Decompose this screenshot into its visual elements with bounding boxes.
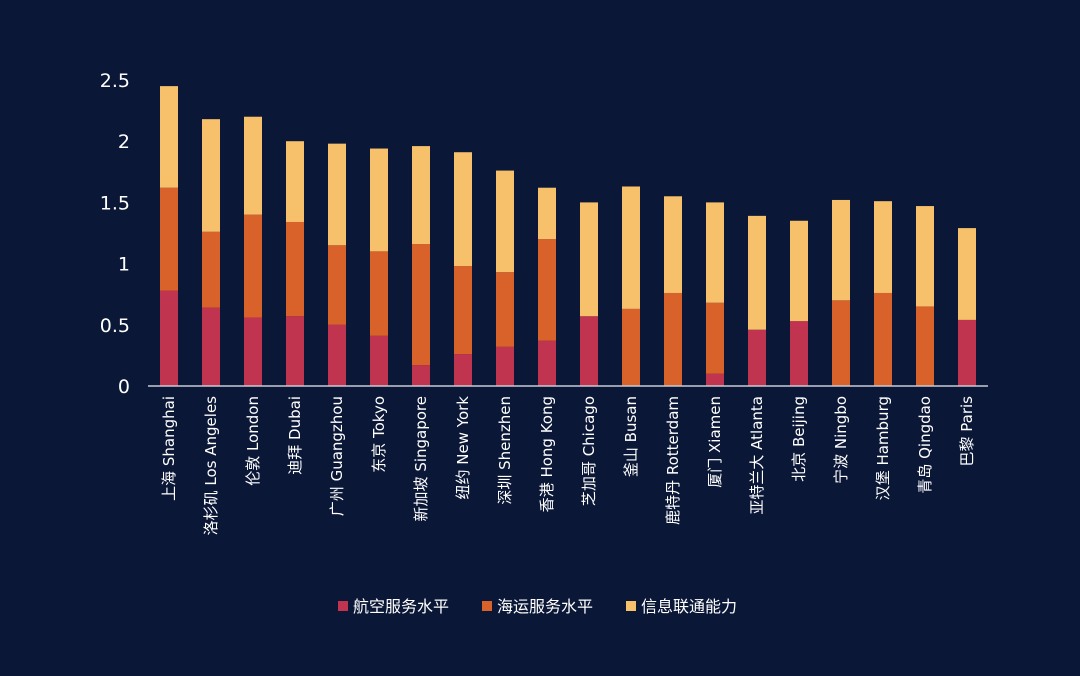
bar-segment-air [748,329,766,386]
bar-segment-air [370,335,388,386]
x-tick-label: 上海 Shanghai [160,396,178,501]
bar-segment-info [958,228,976,320]
bar-segment-info [244,116,262,215]
legend-swatch-info [626,601,636,611]
bar-segment-sea [454,266,472,355]
bar-segment-air [160,290,178,386]
x-tick-label: 广州 Guangzhou [328,396,346,516]
x-tick-label: 香港 Hong Kong [538,396,556,512]
x-tick-label: 纽约 New York [454,396,472,500]
x-tick-label: 厦门 Xiamen [706,396,724,488]
bar-segment-sea [538,239,556,341]
x-tick-label: 新加坡 Singapore [412,396,430,521]
y-tick-label: 2 [118,131,130,153]
y-tick-label: 1.5 [100,192,130,214]
x-tick-label: 伦敦 London [244,396,262,486]
bar-segment-info [916,206,934,307]
bar-segment-sea [496,272,514,347]
legend-label: 海运服务水平 [497,597,593,616]
bar-segment-air [496,346,514,386]
y-tick-label: 0 [118,376,130,398]
bar-segment-info [328,143,346,246]
x-tick-label: 釜山 Busan [622,396,640,477]
bar-segment-sea [412,244,430,366]
bar-segment-air [790,321,808,386]
x-tick-label: 迪拜 Dubai [286,396,304,475]
bar-segment-sea [874,292,892,386]
bar-segment-sea [370,251,388,336]
bar-segment-info [538,187,556,240]
bar-segment-sea [664,292,682,386]
y-tick-label: 2.5 [100,70,130,92]
bar-segment-info [454,152,472,267]
legend-label: 航空服务水平 [353,597,449,616]
x-tick-label: 汉堡 Hamburg [874,396,892,500]
bar-segment-info [202,119,220,232]
legend-swatch-air [338,601,348,611]
x-tick-label: 巴黎 Paris [958,396,976,467]
legend-swatch-sea [482,601,492,611]
bar-segment-sea [286,221,304,317]
bar-segment-sea [706,302,724,374]
bar-segment-sea [916,306,934,386]
x-tick-label: 深圳 Shenzhen [496,396,514,505]
bar-segment-air [328,324,346,386]
bar-segment-sea [244,214,262,318]
bar-segment-info [160,86,178,188]
x-tick-label: 宁波 Ningbo [832,396,850,484]
bar-segment-sea [832,300,850,386]
bar-segment-info [622,186,640,309]
bar-segment-air [202,307,220,386]
x-tick-label: 北京 Beijing [790,396,808,482]
x-tick-label: 洛杉矶 Los Angeles [202,396,220,536]
x-tick-label: 芝加哥 Chicago [580,396,598,506]
bar-segment-info [370,148,388,252]
bar-segment-air [412,365,430,386]
bar-segment-air [706,373,724,386]
bar-segment-info [874,201,892,293]
legend: 航空服务水平 海运服务水平 信息联通能力 [338,597,737,616]
bar-segment-info [412,146,430,245]
bar-segment-info [664,196,682,293]
bar-segment-info [286,141,304,222]
bar-segment-info [706,202,724,303]
bar-segment-sea [328,245,346,325]
x-axis-category-labels: 上海 Shanghai 洛杉矶 Los Angeles 伦敦 London 迪拜 Du… [160,396,976,536]
bar-segment-info [748,215,766,330]
bar-segment-air [244,317,262,386]
x-tick-label: 东京 Tokyo [370,396,388,473]
bar-segment-info [790,220,808,322]
bar-segment-air [538,340,556,386]
y-tick-label: 1 [118,254,130,276]
bar-segment-air [286,316,304,386]
bar-segment-sea [622,308,640,386]
bar-segment-air [958,319,976,386]
legend-label: 信息联通能力 [641,597,737,616]
y-tick-label: 0.5 [100,315,130,337]
x-tick-label: 鹿特丹 Rotterdam [664,396,682,525]
bar-segment-info [832,199,850,301]
bar-segment-air [454,354,472,386]
y-axis-ticks: 0 0.5 1 1.5 2 2.5 [100,70,130,398]
bar-segment-sea [160,187,178,291]
bars-group [160,86,976,386]
bar-segment-sea [202,231,220,308]
x-tick-label: 青岛 Qingdao [916,396,934,494]
bar-segment-info [496,170,514,273]
bar-segment-air [580,316,598,386]
x-tick-label: 亚特兰大 Atlanta [748,396,766,515]
bar-segment-info [580,202,598,317]
